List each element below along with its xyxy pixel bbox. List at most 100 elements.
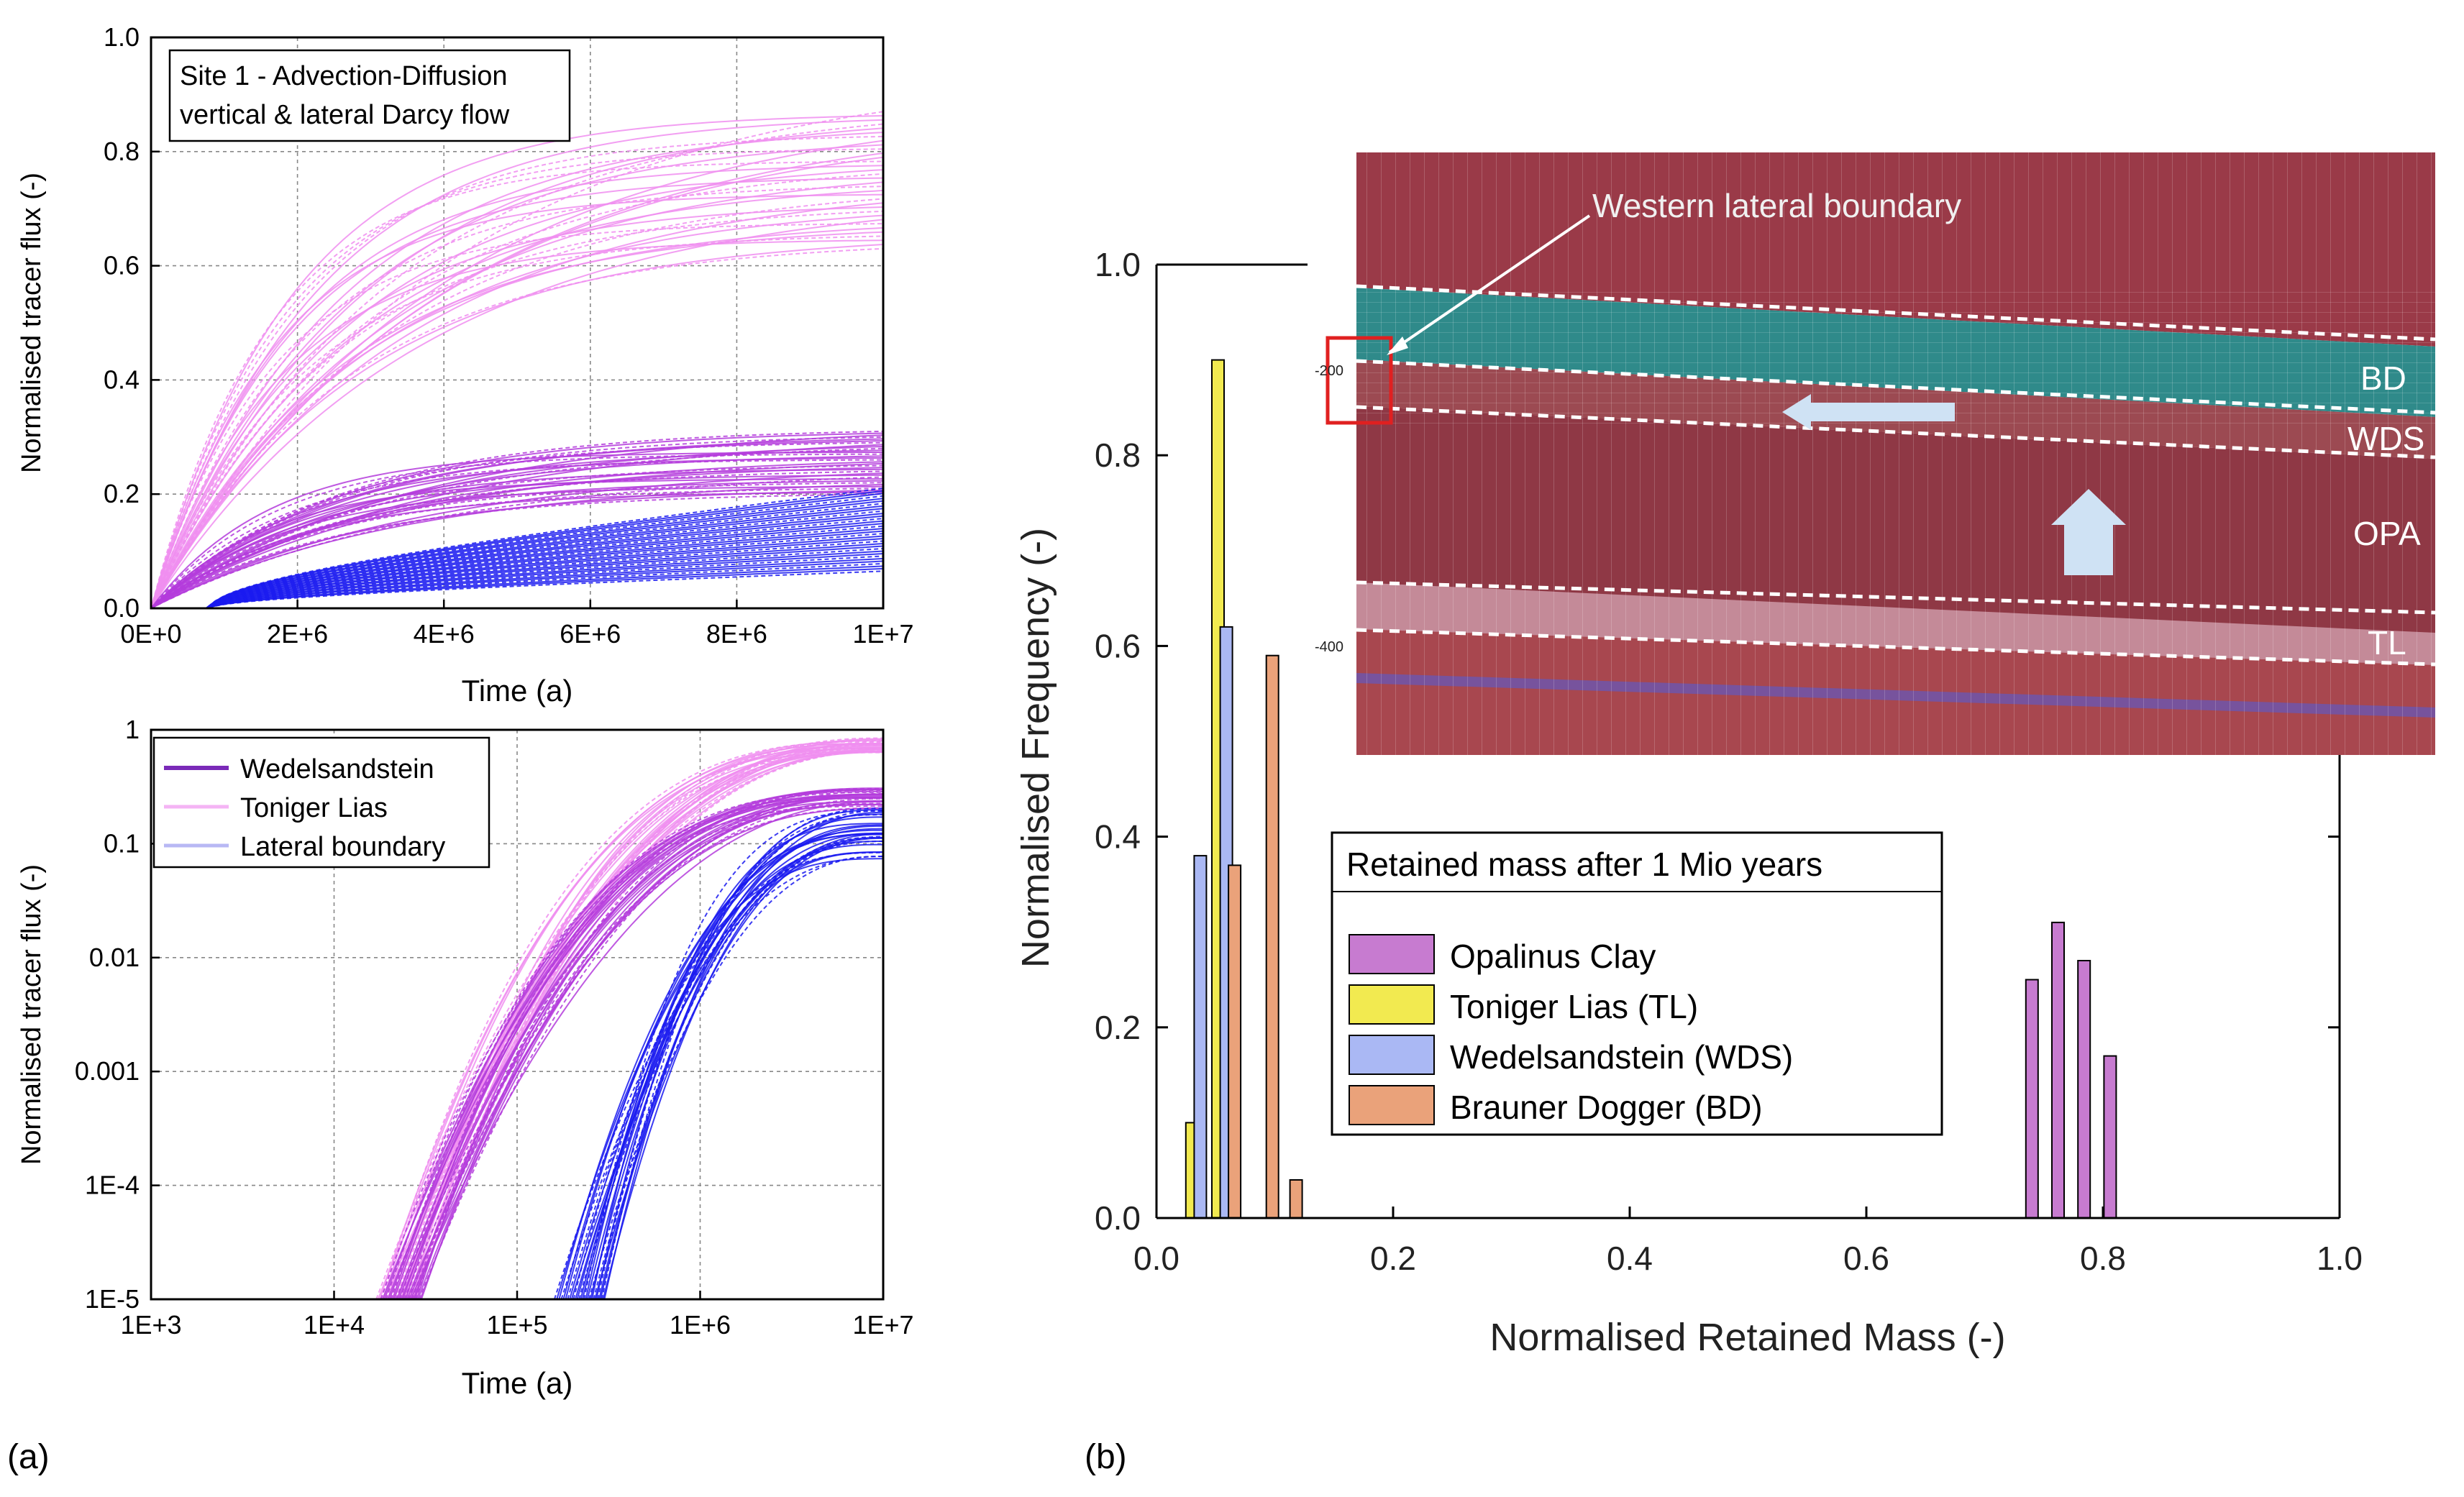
boundary-wds-bottom: [1356, 405, 2436, 459]
a-top-ensemble-lines: [151, 111, 883, 608]
a-top-line-wedelsandstein: [151, 436, 883, 608]
b-legend-swatch-toniger-lias: [1349, 984, 1435, 1025]
a-top-xlabel: Time (a): [462, 674, 573, 708]
a-bottom-line-lateral-boundary: [600, 851, 883, 1299]
a-bottom-xtick-label: 1E+6: [670, 1310, 731, 1340]
b-legend-label-opalinus-clay: Opalinus Clay: [1450, 938, 1656, 975]
layer-label-wds: WDS: [2347, 420, 2424, 457]
a-top-line-wedelsandstein: [151, 462, 883, 608]
a-top-line-lateral-boundary: [151, 503, 883, 608]
b-legend-swatch-brauner-dogger: [1349, 1085, 1435, 1125]
a-bottom-line-wedelsandstein: [420, 789, 883, 1299]
a-top-line-wedelsandstein: [151, 459, 883, 608]
a-bottom-line-toniger-lias: [380, 741, 883, 1299]
b-legend-swatch-wedelsandstein: [1349, 1035, 1435, 1075]
a-bottom-line-lateral-boundary: [581, 843, 883, 1299]
b-xtick-label: 0.0: [1133, 1240, 1179, 1277]
a-top-ytick-label: 0.4: [104, 365, 140, 394]
b-bar-opalinus-clay: [2051, 921, 2065, 1219]
b-ytick-label: 1.0: [1095, 246, 1141, 283]
a-top-ytick-label: 0.2: [104, 479, 140, 508]
a-top-line-wedelsandstein: [151, 432, 883, 608]
a-top-line-wedelsandstein: [151, 476, 883, 608]
a-top-line-wedelsandstein: [151, 482, 883, 608]
a-top-line-toniger-lias: [151, 181, 883, 608]
mesh-inset: Western lateral boundary BD WDS OPA TL -…: [1315, 152, 2436, 755]
b-bar-opalinus-clay: [2025, 979, 2039, 1219]
annotation-pointer-head: [1387, 337, 1408, 355]
a-bottom-line-wedelsandstein: [410, 800, 883, 1299]
boundary-bd-bottom: [1356, 359, 2436, 415]
layer-boundaries: [1356, 284, 2436, 667]
b-legend: Retained mass after 1 Mio years Opalinus…: [1331, 831, 1943, 1136]
layer-label-tl: TL: [2368, 624, 2406, 661]
a-top-line-toniger-lias: [151, 173, 883, 608]
b-ytick-label: 0.2: [1095, 1009, 1141, 1046]
chart-a-bottom: 1E+3 1E+4 1E+5 1E+6 1E+7 1 0.1 0.01 0.001 1E-4 1E-…: [17, 715, 914, 1400]
layer-label-bd: BD: [2360, 360, 2406, 397]
a-bottom-line-toniger-lias: [408, 750, 883, 1299]
depth-label-200: -200: [1315, 363, 1343, 379]
b-bar-brauner-dogger-bd-: [1289, 1179, 1303, 1219]
a-top-title-box: [168, 49, 571, 142]
a-bottom-line-lateral-boundary: [586, 813, 883, 1299]
a-top-line-toniger-lias: [151, 214, 883, 608]
flow-arrow-lateral: [1782, 394, 1955, 430]
a-top-line-toniger-lias: [151, 115, 883, 608]
a-top-line-lateral-boundary: [151, 498, 883, 608]
a-top-xtick-label: 8E+6: [706, 619, 767, 649]
b-bar-brauner-dogger-bd-: [1228, 864, 1242, 1219]
a-top-line-toniger-lias: [151, 198, 883, 608]
b-xtick-label: 0.8: [2080, 1240, 2126, 1277]
b-xtick-label: 0.6: [1843, 1240, 1889, 1277]
a-bottom-ytick-label: 0.1: [104, 828, 140, 858]
a-bottom-ticks: 1E+3 1E+4 1E+5 1E+6 1E+7 1 0.1 0.01 0.001 1E-4 1E-…: [75, 715, 914, 1340]
a-top-line-lateral-boundary: [151, 490, 883, 608]
b-legend-box: [1331, 831, 1943, 1136]
a-bottom-line-toniger-lias: [415, 743, 883, 1299]
a-top-xtick-label: 6E+6: [560, 619, 621, 649]
b-legend-label-wedelsandstein: Wedelsandstein (WDS): [1450, 1038, 1793, 1076]
a-bottom-line-wedelsandstein: [414, 804, 883, 1299]
b-bar-wedelsandstein-wds-: [1193, 855, 1208, 1219]
a-top-line-wedelsandstein: [151, 434, 883, 608]
b-ylabel: Normalised Frequency (-): [1014, 528, 1057, 968]
a-bottom-xtick-label: 1E+4: [304, 1310, 365, 1340]
b-ytick-label: 0.4: [1095, 818, 1141, 856]
a-top-line-wedelsandstein: [151, 438, 883, 608]
a-bottom-line-lateral-boundary: [602, 836, 883, 1299]
a-top-line-toniger-lias: [151, 111, 883, 608]
a-bottom-line-wedelsandstein: [417, 795, 883, 1299]
a-top-line-toniger-lias: [151, 132, 883, 608]
b-bar-opalinus-clay: [2077, 960, 2091, 1219]
a-bottom-line-wedelsandstein: [416, 801, 883, 1299]
a-top-xtick-label: 1E+7: [852, 619, 913, 649]
a-bottom-line-lateral-boundary: [603, 824, 883, 1299]
a-bottom-line-wedelsandstein: [393, 794, 883, 1299]
a-bottom-line-wedelsandstein: [405, 797, 883, 1299]
a-top-title-line-1: Site 1 - Advection-Diffusion: [180, 61, 508, 91]
a-bottom-ytick-label: 1E-4: [85, 1171, 140, 1200]
a-bottom-line-lateral-boundary: [583, 810, 883, 1299]
legend-label-toniger-lias: Toniger Lias: [240, 793, 388, 823]
b-xtick-label: 1.0: [2317, 1240, 2363, 1277]
a-top-xtick-label: 4E+6: [414, 619, 475, 649]
a-top-xtick-label: 2E+6: [267, 619, 328, 649]
b-xtick-label: 0.4: [1607, 1240, 1653, 1277]
a-top-line-toniger-lias: [151, 123, 883, 608]
a-bottom-ensemble-lines: [375, 737, 883, 1299]
a-top-ylabel: Normalised tracer flux (-): [17, 173, 47, 473]
a-top-line-toniger-lias: [151, 219, 883, 608]
a-top-line-toniger-lias: [151, 247, 883, 608]
a-bottom-ytick-label: 0.001: [75, 1056, 140, 1086]
a-bottom-line-wedelsandstein: [418, 789, 883, 1299]
legend-label-lateral-boundary: Lateral boundary: [240, 832, 445, 862]
a-bottom-line-lateral-boundary: [565, 829, 883, 1299]
a-top-line-toniger-lias: [151, 127, 883, 608]
flow-arrow-vertical: [2051, 489, 2126, 575]
a-top-line-toniger-lias: [151, 193, 883, 608]
boundary-tl-bottom: [1356, 628, 2436, 667]
boundary-tl-top: [1356, 580, 2436, 615]
b-xtick-label: 0.2: [1370, 1240, 1416, 1277]
